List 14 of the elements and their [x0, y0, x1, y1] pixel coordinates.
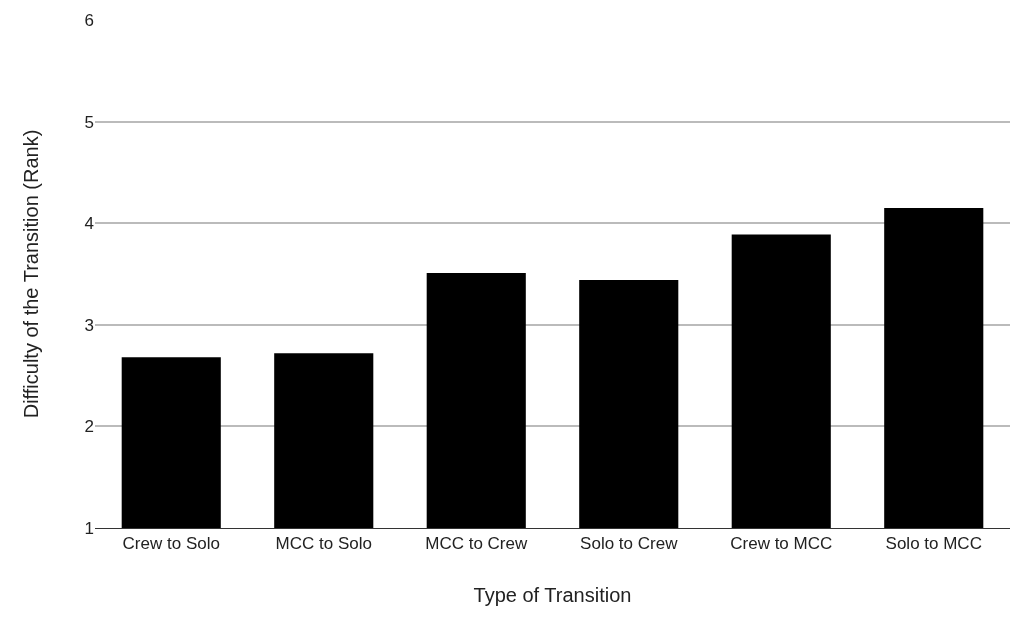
y-tick-label: 2: [84, 417, 94, 437]
y-tick-label: 4: [84, 214, 94, 234]
y-tick-label: 5: [84, 112, 94, 132]
x-tick-label: MCC to Crew: [425, 534, 528, 554]
y-axis-title: Difficulty of the Transition (Rank): [20, 129, 43, 419]
y-tick-label: 6: [84, 10, 94, 30]
x-tick-label: Solo to Crew: [580, 534, 679, 554]
x-tick-label: MCC to Solo: [275, 534, 372, 554]
y-tick-label: 3: [84, 315, 94, 335]
x-tick-label: Crew to Solo: [122, 534, 220, 554]
x-tick-label: Solo to MCC: [885, 534, 982, 554]
y-tick-label: 1: [84, 518, 94, 538]
x-axis-title: Type of Transition: [473, 583, 632, 606]
x-tick-label: Crew to MCC: [730, 534, 833, 554]
